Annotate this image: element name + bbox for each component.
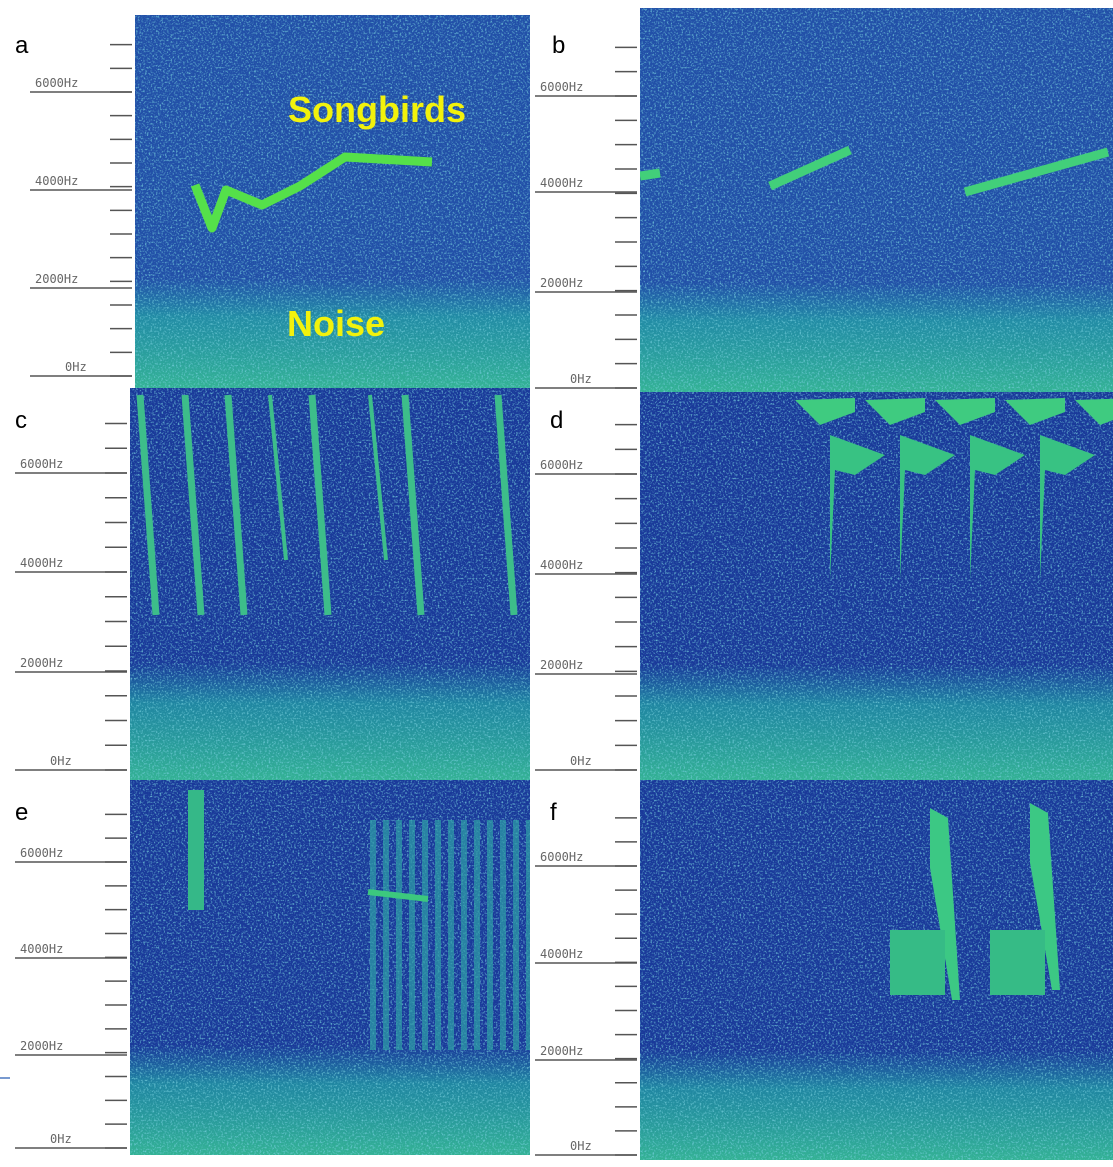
tick-label: 0Hz [65,360,87,374]
tick-label: 0Hz [570,1139,592,1153]
tick-label: 2000Hz [20,1039,63,1053]
call [513,820,519,1050]
call [448,820,454,1050]
call [461,820,467,1050]
tick-label: 0Hz [50,1132,72,1146]
tick-label: 6000Hz [20,457,63,471]
panel-label: f [550,799,557,826]
call [990,930,1045,995]
panel: 6000Hz 4000Hz 2000Hz 0Hz e [15,780,532,1155]
spectrogram [130,780,532,1155]
panel: 6000Hz 4000Hz 2000Hz 0Hz b [535,8,1113,392]
call [383,820,389,1050]
tick-label: 0Hz [570,372,592,386]
panel: 6000Hz 4000Hz 2000Hz 0Hz a Songbirds Noise [15,15,530,388]
spectrogram [130,388,530,780]
tick-label: 2000Hz [540,658,583,672]
tick-label: 4000Hz [35,174,78,188]
tick-label: 6000Hz [540,458,583,472]
spectrogram [640,780,1113,1160]
tick-label: 0Hz [570,754,592,768]
call [396,820,402,1050]
tick-label: 2000Hz [35,272,78,286]
call [890,930,945,995]
spectrogram [640,8,1113,392]
annotation: Noise [287,303,385,344]
call [409,820,415,1050]
panel: 6000Hz 4000Hz 2000Hz 0Hz d [535,392,1113,780]
tick-label: 2000Hz [540,1044,583,1058]
speckle [640,8,1113,392]
call [500,820,506,1050]
panel-label: c [15,407,27,434]
panel-label: d [550,407,563,434]
tick-label: 6000Hz [20,846,63,860]
tick-label: 4000Hz [20,942,63,956]
call [526,820,532,1050]
spectrogram [640,392,1113,780]
panel: 6000Hz 4000Hz 2000Hz 0Hz c [15,388,530,780]
tick-label: 4000Hz [540,176,583,190]
tick-label: 4000Hz [540,947,583,961]
call [422,820,428,1050]
panel-label: b [552,32,565,59]
tick-label: 6000Hz [540,80,583,94]
tick-label: 4000Hz [540,558,583,572]
tick-label: 6000Hz [540,850,583,864]
tick-label: 2000Hz [540,276,583,290]
call [370,820,376,1050]
panel: 6000Hz 4000Hz 2000Hz 0Hz f [535,780,1113,1160]
tick-label: 2000Hz [20,656,63,670]
tick-label: 4000Hz [20,556,63,570]
call [640,173,660,176]
figure: 6000Hz4000Hz2000Hz0HzaSongbirdsNoise6000… [0,0,1113,1167]
call [435,820,441,1050]
tick-label: 0Hz [50,754,72,768]
panel-label: a [15,32,29,59]
tick-label: 6000Hz [35,76,78,90]
panel-label: e [15,799,28,826]
call [474,820,480,1050]
call [487,820,493,1050]
annotation: Songbirds [288,89,466,130]
call [188,790,204,910]
